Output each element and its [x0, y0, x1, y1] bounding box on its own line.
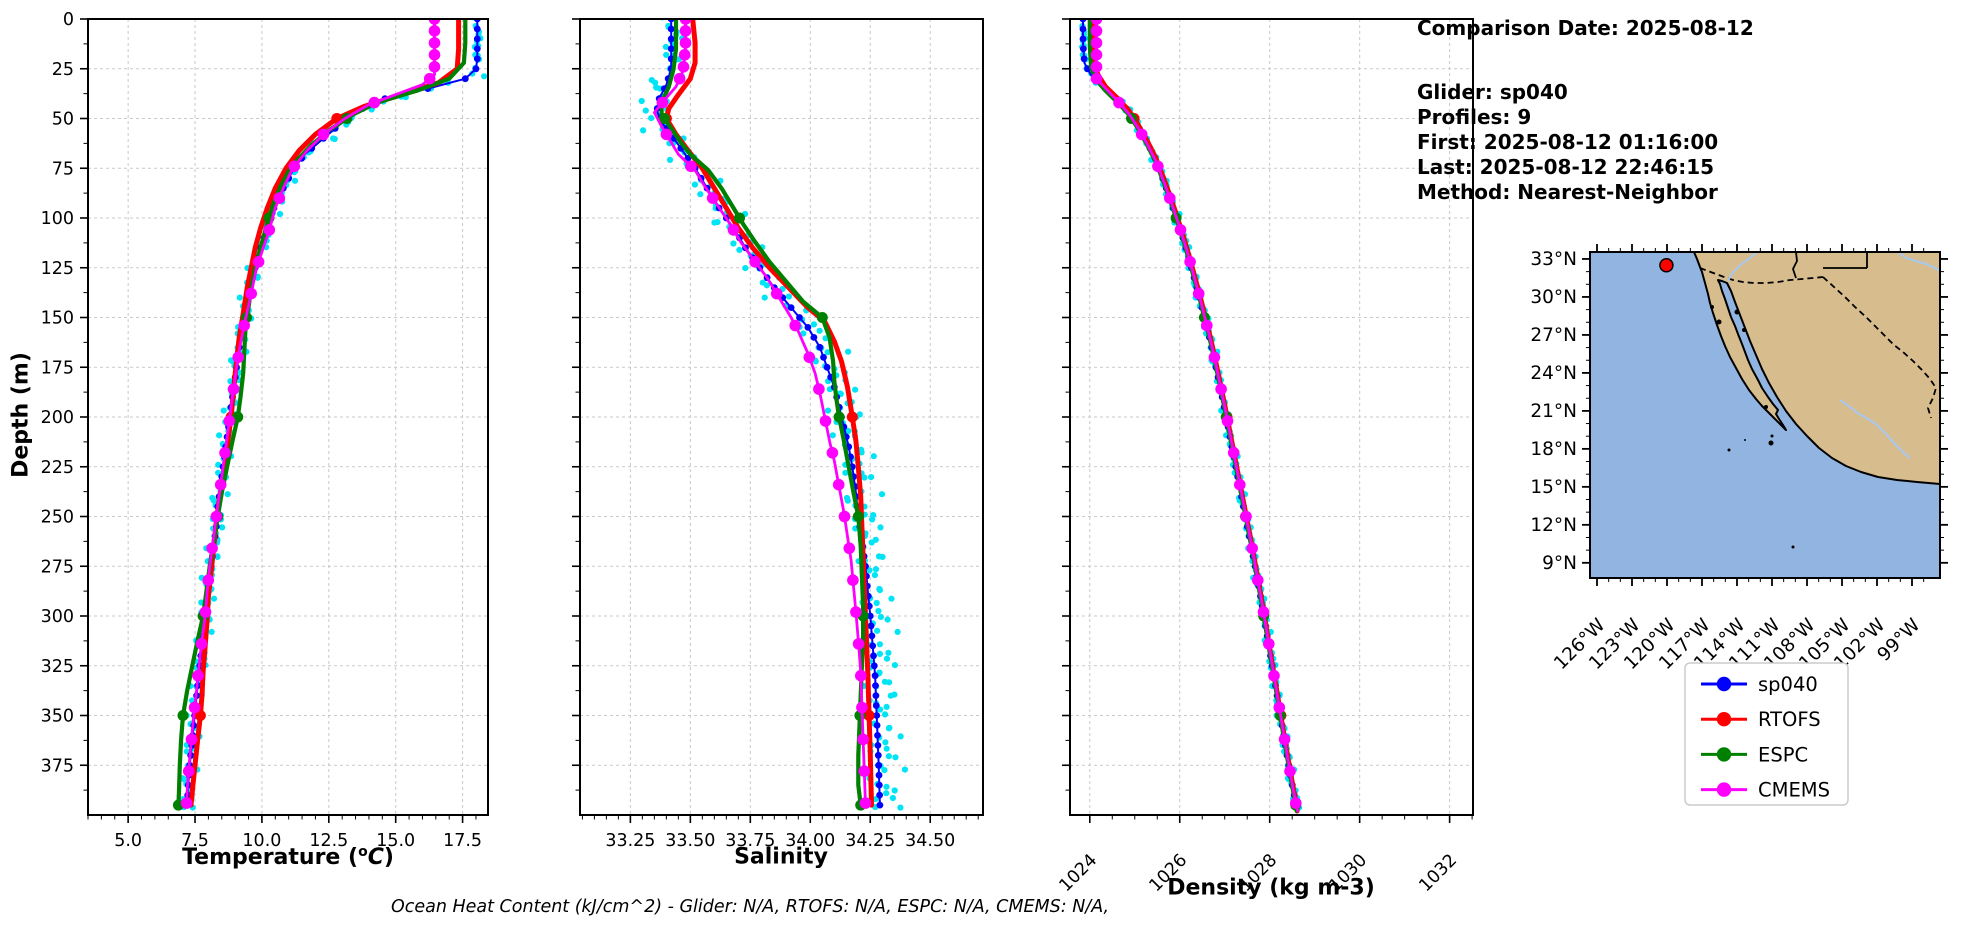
map-lat-label: 21°N [1530, 401, 1577, 422]
salinity-series-RTOFS [660, 19, 875, 808]
salinity-gridlines [580, 19, 983, 815]
temperature-gridlines [88, 19, 488, 815]
salinity-x-tick-label: 33.25 [605, 831, 655, 851]
legend-label: CMEMS [1758, 779, 1830, 802]
temperature-plot: 5.0 7.5 10.0 12.5 15.0 17.5 0 25 50 75 100 125 150 17… [41, 10, 489, 851]
legend: sp040 RTOFS ESPC CMEMS [1684, 662, 1849, 806]
depth-tick-label: 50 [52, 110, 74, 130]
temperature-x-tick-label: 10.0 [242, 831, 281, 851]
depth-tick-label: 300 [41, 607, 74, 627]
map-lat-label: 9°N [1542, 553, 1577, 574]
depth-axis-label: Depth (m) [8, 352, 34, 478]
map-lat-label: 27°N [1530, 325, 1577, 346]
legend-label: ESPC [1758, 743, 1808, 766]
depth-tick-label: 275 [41, 557, 74, 577]
map-lat-label: 12°N [1530, 515, 1577, 536]
map-lat-label: 33°N [1530, 249, 1577, 270]
density-glider-scatter [1078, 19, 1303, 811]
info-panel: Comparison Date: 2025-08-12 Glider: sp04… [1417, 16, 1754, 205]
map-lat-label: 18°N [1530, 439, 1577, 460]
density-gridlines [1070, 19, 1473, 815]
profiles-count-text: Profiles: 9 [1417, 105, 1532, 129]
map-lat-label: 15°N [1530, 477, 1577, 498]
temperature-series-CMEMS [180, 19, 441, 809]
salinity-series-CMEMS [653, 19, 872, 809]
temperature-title-sup: o [358, 843, 368, 860]
depth-tick-label: 0 [63, 10, 74, 30]
depth-tick-label: 225 [41, 458, 74, 478]
salinity-x-tick-labels: 33.25 33.50 33.75 34.00 34.25 34.50 [605, 831, 955, 851]
depth-tick-label: 25 [52, 60, 74, 80]
depth-tick-label: 75 [52, 159, 74, 179]
depth-tick-label: 350 [41, 707, 74, 727]
salinity-x-tick-label: 34.25 [845, 831, 895, 851]
first-profile-text: First: 2025-08-12 01:16:00 [1417, 130, 1719, 154]
legend-item-RTOFS: RTOFS [1701, 708, 1821, 731]
salinity-axis-title: Salinity [734, 844, 828, 870]
last-profile-text: Last: 2025-08-12 22:46:15 [1417, 155, 1715, 179]
salinity-x-tick-label: 34.00 [785, 831, 835, 851]
salinity-series-sp040 [653, 19, 884, 809]
temperature-axis-title: Temperature (oC) [182, 844, 394, 870]
density-axis-ticks [1062, 18, 1473, 823]
density-axis-title: Density (kg m-3) [1167, 875, 1375, 901]
depth-tick-label: 100 [41, 209, 74, 229]
temperature-glider-scatter [179, 19, 488, 811]
legend-item-sp040: sp040 [1701, 673, 1818, 696]
salinity-x-tick-label: 34.50 [905, 831, 955, 851]
map-ticks [1582, 244, 1948, 586]
temperature-title-suffix: ) [383, 845, 394, 871]
comparison-date-text: Comparison Date: 2025-08-12 [1417, 16, 1754, 40]
location-map: 33°N30°N27°N24°N21°N18°N15°N12°N9°N126°W… [1530, 244, 1948, 674]
density-series-RTOFS [1090, 19, 1300, 814]
depth-tick-label: 325 [41, 657, 74, 677]
legend-item-ESPC: ESPC [1701, 743, 1808, 766]
ocean-heat-content-footnote: Ocean Heat Content (kJ/cm^2) - Glider: N… [390, 897, 1110, 917]
depth-tick-label: 125 [41, 259, 74, 279]
map-lat-label: 30°N [1530, 287, 1577, 308]
glider-position-marker [1659, 258, 1674, 273]
temperature-title-unit: C [367, 845, 384, 871]
temperature-series-sp040 [183, 19, 481, 809]
temperature-title-prefix: Temperature ( [182, 845, 359, 871]
temperature-x-tick-labels: 5.0 7.5 10.0 12.5 15.0 17.5 [114, 831, 482, 851]
temperature-x-tick-label: 7.5 [181, 831, 209, 851]
depth-tick-label: 175 [41, 358, 74, 378]
glider-name-text: Glider: sp040 [1417, 80, 1568, 104]
depth-tick-label: 250 [41, 508, 74, 528]
temperature-x-tick-label: 17.5 [443, 831, 482, 851]
salinity-axis-ticks [572, 18, 979, 823]
method-text: Method: Nearest-Neighbor [1417, 180, 1718, 204]
temperature-x-tick-label: 12.5 [309, 831, 348, 851]
density-plot: 1024 1026 1028 1030 1032 [1056, 18, 1474, 896]
salinity-plot: 33.25 33.50 33.75 34.00 34.25 34.50 [572, 18, 984, 851]
map-lat-label: 24°N [1530, 363, 1577, 384]
salinity-x-tick-label: 33.50 [665, 831, 715, 851]
depth-tick-label: 150 [41, 309, 74, 329]
depth-tick-label: 200 [41, 408, 74, 428]
depth-tick-label: 375 [41, 756, 74, 776]
density-series-CMEMS [1090, 19, 1302, 813]
salinity-series-ESPC [658, 19, 869, 811]
density-series-sp040 [1079, 19, 1300, 812]
legend-item-CMEMS: CMEMS [1701, 779, 1830, 802]
density-x-tick-label: 1032 [1416, 850, 1462, 896]
density-x-tick-label: 1024 [1056, 850, 1102, 896]
temperature-x-tick-label: 5.0 [114, 831, 142, 851]
salinity-x-tick-label: 33.75 [725, 831, 775, 851]
depth-tick-labels: 0 25 50 75 100 125 150 175 200 225 250 275 300 325 350… [41, 10, 74, 776]
temperature-axis-ticks [80, 18, 477, 823]
temperature-x-tick-label: 15.0 [376, 831, 415, 851]
legend-label: sp040 [1758, 673, 1818, 696]
legend-label: RTOFS [1758, 708, 1821, 731]
